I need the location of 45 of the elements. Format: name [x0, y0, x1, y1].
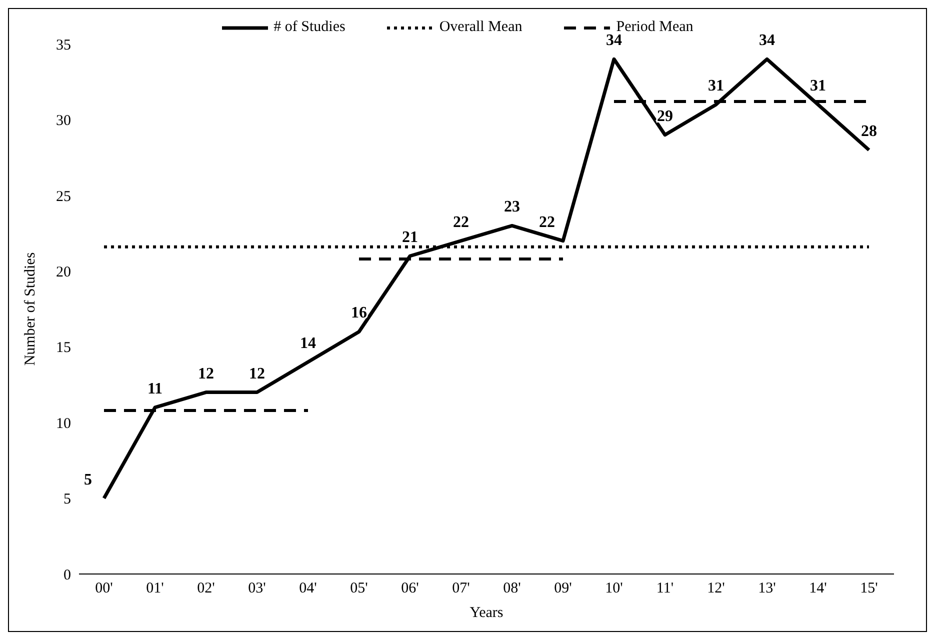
x-tick-label: 00': [95, 580, 114, 597]
x-tick-label: 07': [452, 580, 470, 597]
x-tick-label: 12': [707, 580, 726, 597]
data-label: 34: [606, 32, 622, 50]
data-label: 14: [300, 335, 316, 352]
data-label: 23: [504, 198, 520, 216]
y-tick-label: 15: [56, 340, 71, 356]
x-tick-label: 11': [656, 580, 674, 597]
y-tick-label: 35: [56, 37, 71, 54]
x-tick-label: 08': [503, 580, 522, 597]
legend-label: # of Studies: [274, 19, 346, 36]
data-label: 12: [249, 365, 265, 382]
y-tick-label: 25: [56, 188, 71, 205]
x-tick-label: 13': [758, 580, 776, 597]
y-axis-title: Number of Studies: [22, 252, 38, 366]
y-tick-label: 30: [56, 113, 71, 130]
x-tick-label: 01': [146, 580, 164, 597]
data-label: 31: [810, 78, 826, 95]
data-label: 22: [539, 214, 555, 231]
data-label: 16: [351, 304, 367, 322]
x-tick-label: 14': [809, 580, 828, 597]
y-tick-label: 20: [56, 264, 71, 280]
x-axis-title: Years: [470, 605, 504, 621]
x-tick-label: 05': [350, 580, 368, 597]
y-tick-label: 0: [64, 567, 71, 584]
data-label: 11: [147, 380, 163, 398]
x-tick-label: 10': [605, 580, 624, 597]
data-label: 31: [708, 78, 724, 95]
data-label: 29: [657, 108, 673, 125]
data-label: 5: [84, 471, 92, 488]
data-label: 21: [402, 229, 418, 246]
data-label: 12: [198, 365, 214, 382]
x-tick-label: 06': [401, 580, 420, 597]
data-label: 28: [861, 123, 877, 140]
data-label: 22: [453, 214, 469, 231]
x-tick-label: 02': [197, 580, 216, 597]
x-tick-label: 15': [860, 580, 878, 597]
x-tick-label: 09': [554, 580, 572, 597]
x-tick-label: 04': [299, 580, 318, 597]
data-label: 34: [759, 32, 775, 50]
y-tick-label: 5: [64, 492, 71, 508]
x-tick-label: 03': [248, 580, 266, 597]
legend-label: Overall Mean: [439, 19, 522, 36]
y-tick-label: 10: [56, 416, 71, 432]
legend-label: Period Mean: [616, 19, 694, 35]
